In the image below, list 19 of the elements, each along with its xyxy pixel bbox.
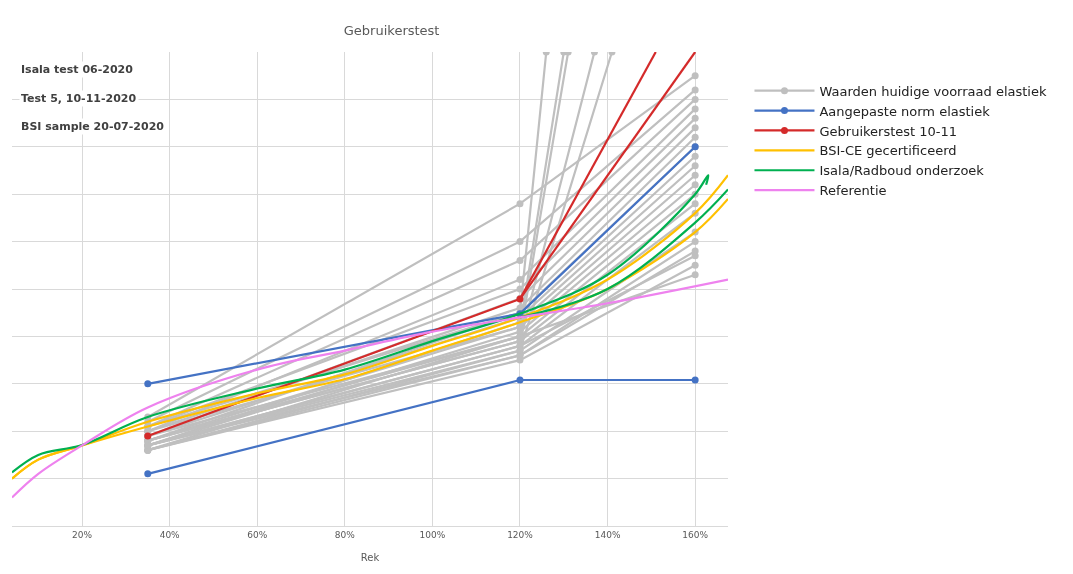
legend-label: Referentie bbox=[819, 183, 887, 199]
legend-label: Aangepaste norm elastiek bbox=[819, 103, 991, 119]
x-tick-label: 20% bbox=[72, 529, 93, 540]
x-tick-label: 100% bbox=[419, 529, 446, 540]
chart-title: Gebruikerstest bbox=[343, 22, 440, 38]
legend-label: BSI-CE gecertificeerd bbox=[819, 143, 957, 159]
annotation: Test 5, 10-11-2020 bbox=[21, 92, 137, 105]
x-axis-title: Rek bbox=[360, 552, 380, 564]
x-tick-label: 160% bbox=[682, 529, 709, 540]
x-tick-label: 140% bbox=[594, 529, 621, 540]
annotation: Isala test 06-2020 bbox=[21, 63, 134, 76]
x-tick-label: 60% bbox=[247, 529, 268, 540]
legend-label: Isala/Radboud onderzoek bbox=[819, 163, 985, 179]
x-tick-label: 80% bbox=[334, 529, 356, 540]
x-tick-label: 120% bbox=[507, 529, 534, 540]
annotation: BSI sample 20-07-2020 bbox=[21, 120, 165, 133]
x-tick-label: 40% bbox=[159, 529, 181, 540]
legend-label: Waarden huidige voorraad elastiek bbox=[819, 83, 1047, 99]
legend-label: Gebruikerstest 10-11 bbox=[819, 123, 958, 139]
